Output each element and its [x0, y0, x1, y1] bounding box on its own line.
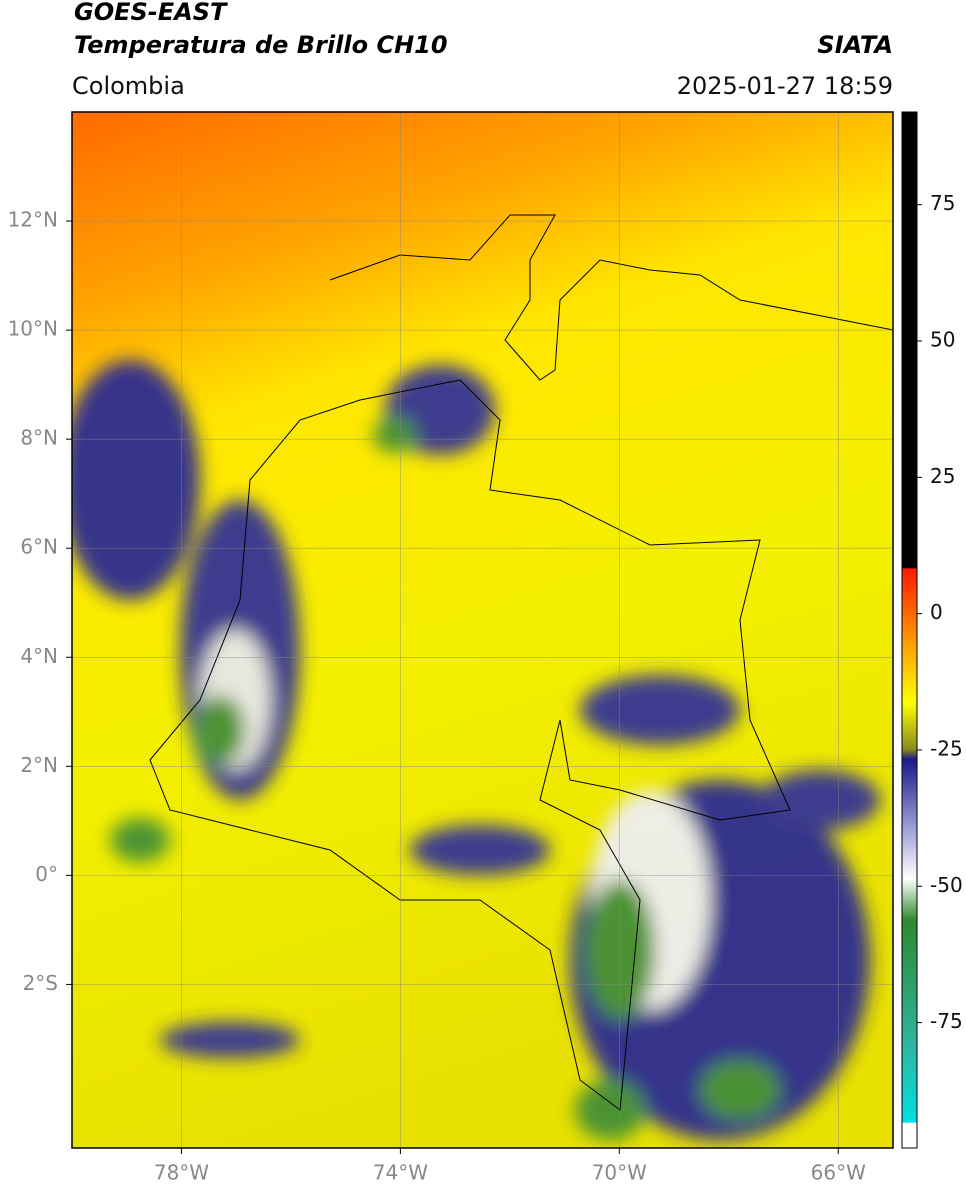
colorbar: [901, 111, 918, 1149]
y-tick-label: 2°S: [23, 971, 58, 995]
y-tick-label: 6°N: [20, 535, 58, 559]
y-tick-label: 2°N: [20, 753, 58, 777]
source: SIATA: [817, 31, 893, 59]
satellite-image: [72, 112, 893, 1148]
colorbar-label: 25: [930, 464, 955, 488]
region: Colombia: [72, 72, 185, 100]
colorbar-label: -50: [930, 873, 963, 897]
colorbar-label: -25: [930, 736, 963, 760]
x-tick-label: 66°W: [811, 1161, 866, 1185]
datetime: 2025-01-27 18:59: [677, 72, 893, 100]
title: Temperatura de Brillo CH10: [74, 31, 448, 59]
map-frame: [71, 111, 894, 1149]
colorbar-label: 50: [930, 328, 955, 352]
y-tick-label: 4°N: [20, 644, 58, 668]
x-tick-label: 74°W: [373, 1161, 428, 1185]
y-tick-label: 12°N: [8, 208, 58, 232]
x-tick-label: 70°W: [592, 1161, 647, 1185]
title: GOES-EAST: [74, 0, 228, 26]
y-tick-label: 10°N: [8, 317, 58, 341]
x-tick-label: 78°W: [154, 1161, 209, 1185]
y-tick-label: 8°N: [20, 426, 58, 450]
colorbar-label: 75: [930, 191, 955, 215]
y-tick-label: 0°: [35, 862, 58, 886]
colorbar-label: -75: [930, 1009, 963, 1033]
colorbar-label: 0: [930, 600, 943, 624]
